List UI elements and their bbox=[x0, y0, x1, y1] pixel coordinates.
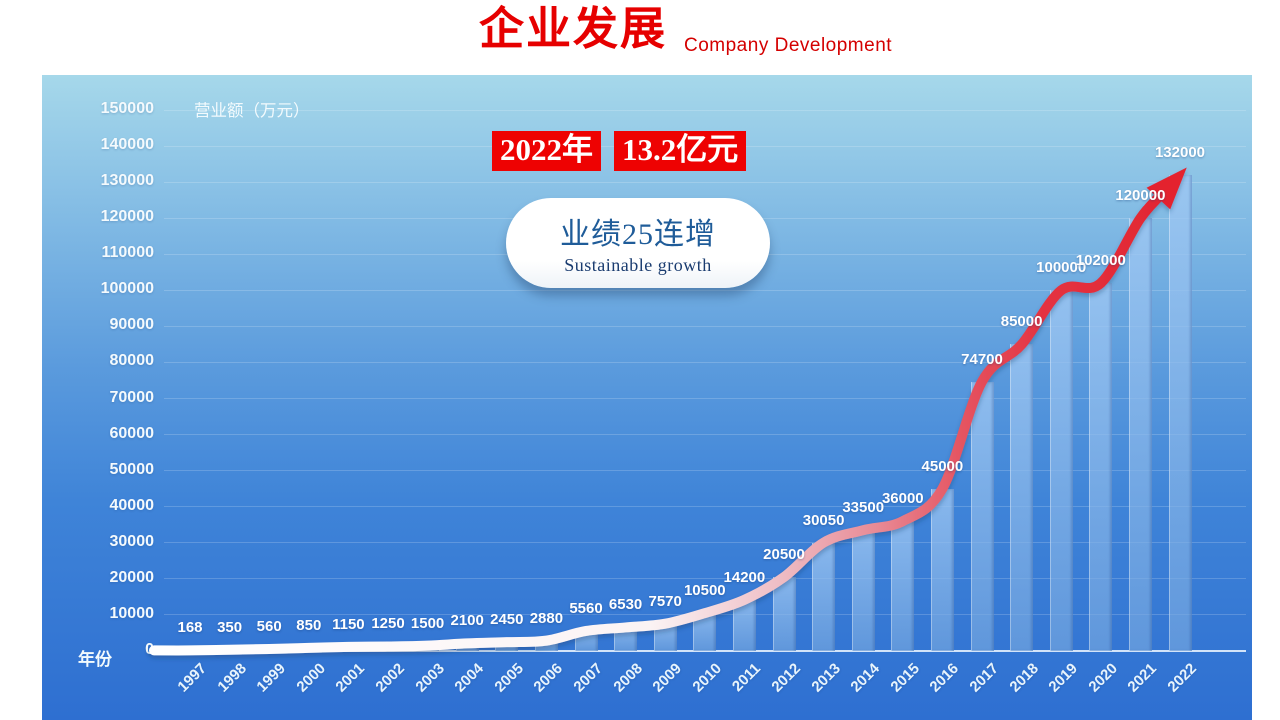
y-tick-label: 150000 bbox=[100, 100, 154, 117]
y-tick-label: 130000 bbox=[100, 172, 154, 190]
y-tick-label: 140000 bbox=[100, 136, 154, 154]
bar bbox=[614, 627, 638, 651]
bar bbox=[970, 381, 994, 651]
data-label: 5560 bbox=[569, 599, 603, 617]
y-tick-label: 100000 bbox=[100, 280, 154, 298]
callout-title: 业绩25连增 bbox=[560, 218, 716, 251]
y-tick-label: 30000 bbox=[109, 532, 155, 550]
gridline bbox=[164, 289, 1246, 291]
data-label: 350 bbox=[217, 618, 243, 636]
gridline bbox=[164, 506, 1246, 508]
amount-badge: 13.2亿元 bbox=[614, 131, 747, 171]
bar bbox=[534, 640, 558, 651]
data-label: 560 bbox=[256, 617, 282, 635]
bar bbox=[1010, 344, 1034, 651]
data-label: 2450 bbox=[490, 611, 524, 629]
data-label: 1500 bbox=[410, 614, 445, 632]
bar bbox=[851, 530, 875, 651]
y-tick-label: 80000 bbox=[109, 352, 155, 370]
data-label: 168 bbox=[177, 619, 203, 637]
bar bbox=[930, 488, 954, 651]
data-label: 850 bbox=[296, 616, 322, 634]
x-axis-title: 年份 bbox=[78, 650, 112, 669]
data-label: 2880 bbox=[529, 609, 564, 627]
data-label: 14200 bbox=[723, 568, 766, 586]
gridline bbox=[164, 398, 1246, 400]
data-label: 100000 bbox=[1036, 259, 1087, 277]
y-tick-label: 70000 bbox=[109, 388, 155, 406]
bar bbox=[772, 577, 796, 651]
bar bbox=[693, 613, 717, 651]
data-label: 7570 bbox=[648, 592, 682, 610]
data-label: 20500 bbox=[763, 546, 805, 564]
bar bbox=[891, 521, 915, 651]
y-tick-label: 40000 bbox=[109, 496, 155, 514]
gridline bbox=[164, 542, 1246, 544]
data-label: 120000 bbox=[1115, 187, 1166, 205]
y-tick-label: 90000 bbox=[109, 316, 155, 334]
bar bbox=[1128, 218, 1152, 651]
gridline bbox=[164, 361, 1246, 363]
y-tick-label: 110000 bbox=[101, 244, 154, 262]
chart-panel: 0 10000 20000 30000 40000 50000 60000 70000 8000… bbox=[42, 75, 1252, 720]
bar bbox=[574, 630, 598, 651]
bar bbox=[336, 646, 360, 651]
data-label: 1150 bbox=[332, 615, 365, 633]
bar bbox=[455, 643, 479, 651]
callout-subtitle: Sustainable growth bbox=[564, 255, 712, 275]
bar bbox=[1089, 283, 1113, 651]
bar bbox=[732, 599, 756, 651]
data-label: 2100 bbox=[450, 612, 484, 630]
data-label: 85000 bbox=[1000, 313, 1043, 331]
page-title: 企业发展 bbox=[479, 3, 668, 54]
bar bbox=[178, 650, 202, 651]
y-tick-label: 10000 bbox=[109, 604, 155, 622]
bar bbox=[257, 648, 281, 651]
bar bbox=[1168, 174, 1192, 651]
bar bbox=[218, 649, 242, 651]
bar bbox=[1049, 290, 1073, 651]
data-label: 10500 bbox=[683, 582, 726, 600]
y-tick-label: 120000 bbox=[100, 208, 154, 226]
growth-callout: 业绩25连增 Sustainable growth bbox=[506, 198, 770, 288]
data-label: 102000 bbox=[1075, 252, 1126, 270]
y-tick-label: 20000 bbox=[109, 568, 155, 586]
data-label: 74700 bbox=[961, 350, 1003, 368]
gridline bbox=[164, 470, 1246, 472]
bar bbox=[376, 646, 400, 651]
bar bbox=[416, 645, 440, 651]
y-axis-title: 营业额（万元） bbox=[194, 102, 310, 120]
bar bbox=[297, 647, 321, 651]
gridline bbox=[164, 325, 1246, 327]
data-label: 30050 bbox=[802, 511, 845, 529]
gridline bbox=[164, 109, 1246, 111]
page-subtitle: Company Development bbox=[684, 35, 893, 56]
year-badge: 2022年 bbox=[492, 131, 601, 171]
y-tick-label: 50000 bbox=[109, 460, 155, 478]
bar bbox=[653, 623, 677, 651]
highlight-banner: 2022年 13.2亿元 bbox=[492, 131, 747, 171]
data-label: 1250 bbox=[371, 615, 405, 633]
data-label: 132000 bbox=[1154, 143, 1206, 161]
data-label: 45000 bbox=[921, 457, 964, 475]
data-label: 33500 bbox=[842, 499, 885, 517]
bar bbox=[495, 642, 519, 651]
gridline bbox=[164, 434, 1246, 436]
y-tick-label: 60000 bbox=[109, 424, 155, 442]
gridline bbox=[164, 181, 1246, 183]
data-label: 6530 bbox=[608, 596, 643, 614]
data-label: 36000 bbox=[881, 490, 924, 508]
